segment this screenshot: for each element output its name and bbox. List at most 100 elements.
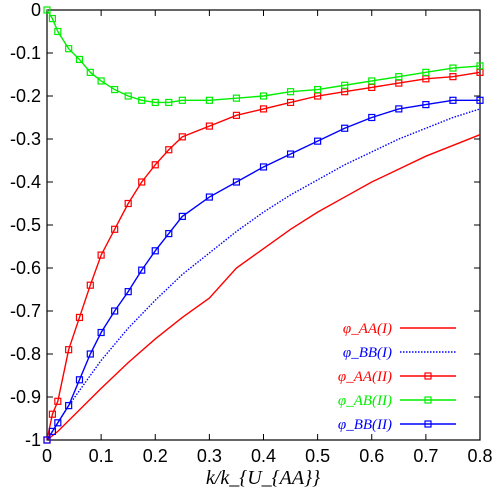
data-point [124, 199, 132, 208]
data-point [43, 6, 51, 14]
data-point [97, 328, 105, 337]
x-tick-label: 0.1 [89, 446, 114, 466]
y-tick-label: -0.5 [10, 215, 41, 235]
y-tick-label: -0.9 [10, 387, 41, 407]
x-tick-label: 0.2 [143, 446, 168, 466]
legend-label: φ_BB(II) [338, 417, 392, 433]
x-tick-label: 0 [42, 446, 52, 466]
data-point [151, 247, 159, 255]
data-point [232, 111, 241, 119]
data-point [43, 436, 51, 444]
y-tick-label: -0.6 [10, 258, 41, 278]
legend-marker [424, 372, 432, 380]
data-point [178, 96, 186, 104]
data-point [54, 397, 62, 405]
data-point [165, 230, 173, 238]
series-2 [43, 68, 484, 444]
data-point [314, 85, 322, 94]
data-point [205, 122, 213, 130]
data-point [259, 163, 268, 171]
data-point [178, 133, 186, 141]
legend-entry: φ_BB(I) [343, 345, 456, 361]
x-tick-label: 0.8 [467, 446, 492, 466]
y-tick-label: 0 [31, 0, 41, 20]
data-point [65, 346, 73, 354]
data-point [368, 113, 376, 122]
data-point [314, 137, 322, 145]
x-tick-label: 0.5 [305, 446, 330, 466]
data-point [232, 178, 241, 186]
data-point [65, 402, 73, 410]
series-4 [43, 96, 484, 444]
legend-label: φ_BB(I) [343, 345, 392, 361]
data-point [286, 88, 295, 96]
legend-marker [424, 396, 432, 404]
plot-series [43, 6, 484, 444]
data-point [232, 94, 241, 102]
data-point [86, 350, 94, 358]
legend-entry: φ_AB(II) [338, 393, 456, 409]
data-point [86, 68, 94, 76]
data-point [259, 92, 268, 100]
data-point [449, 64, 457, 72]
series-line [46, 134, 481, 441]
data-point [54, 27, 62, 36]
data-point [259, 105, 268, 113]
data-point [205, 96, 213, 104]
data-point [48, 15, 57, 23]
y-tick-label: -0.3 [10, 129, 41, 149]
data-point [111, 225, 119, 233]
x-axis-ticks: 0 0.1 0.2 0.3 0.4 0.5 0.6 0.7 0.8 [42, 10, 493, 466]
x-tick-label: 0.6 [359, 446, 384, 466]
data-point [368, 77, 376, 85]
data-point [111, 307, 119, 315]
data-point [138, 178, 146, 186]
data-point [65, 45, 73, 53]
y-axis-ticks: 0 -0.1 -0.2 -0.3 -0.4 -0.5 -0.6 -0.7 -0.8 -0.9 -1 [10, 0, 480, 450]
legend: φ_AA(I) φ_BB(I) φ_AA(II) φ_AB(II) φ_BB(II) [338, 321, 456, 433]
data-point [124, 288, 132, 296]
data-point [286, 150, 295, 158]
data-point [75, 376, 84, 384]
series-3 [43, 6, 484, 107]
data-point [449, 96, 457, 104]
data-point [165, 98, 173, 107]
series-line [46, 108, 481, 441]
data-point [205, 193, 213, 201]
data-point [422, 68, 430, 76]
data-point [48, 427, 57, 435]
data-point [111, 85, 119, 94]
legend-entry: φ_AA(I) [343, 321, 456, 337]
y-tick-label: -0.7 [10, 301, 41, 321]
series-0 [46, 134, 481, 441]
data-point [124, 92, 132, 100]
data-point [165, 146, 173, 154]
x-tick-label: 0.3 [197, 446, 222, 466]
series-line [46, 71, 481, 441]
data-point [151, 161, 159, 169]
x-tick-label: 0.7 [413, 446, 438, 466]
data-point [395, 105, 403, 113]
legend-entry: φ_BB(II) [338, 417, 456, 433]
data-point [449, 73, 457, 81]
data-point [341, 124, 349, 132]
data-point [75, 55, 84, 64]
y-tick-label: -0.8 [10, 344, 41, 364]
series-line [46, 99, 480, 441]
series-line [46, 9, 481, 104]
y-tick-label: -1 [25, 430, 41, 450]
data-point [138, 266, 146, 274]
y-tick-label: -0.1 [10, 43, 41, 63]
data-point [54, 419, 62, 427]
data-point [286, 98, 295, 107]
legend-label: φ_AB(II) [338, 393, 392, 409]
data-point [138, 96, 146, 104]
legend-entry: φ_AA(II) [338, 369, 456, 385]
data-point [97, 77, 105, 85]
x-tick-label: 0.4 [251, 446, 276, 466]
data-point [476, 96, 484, 104]
legend-label: φ_AA(I) [343, 321, 392, 337]
data-point [48, 410, 57, 418]
x-axis-label: k/k_{U_{AA}} [206, 467, 320, 489]
